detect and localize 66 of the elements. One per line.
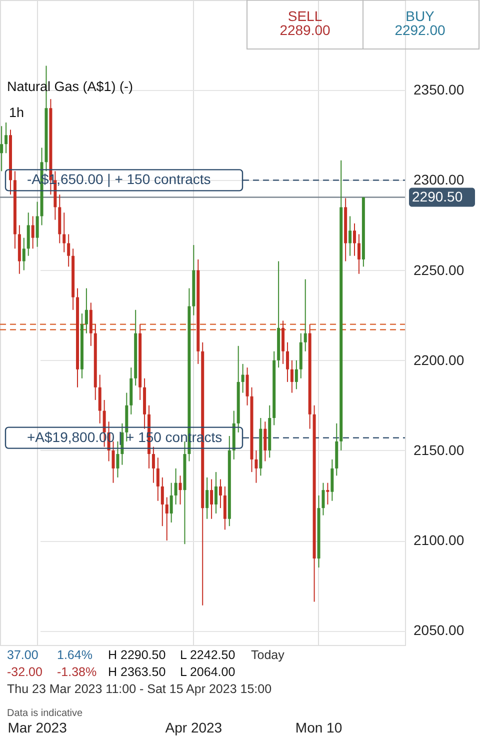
candlestick (218, 478, 222, 509)
annotation: SELL (288, 8, 322, 24)
candlestick (160, 476, 164, 527)
candlestick (22, 237, 26, 271)
candlestick (178, 475, 182, 505)
text: 37.00 (7, 648, 38, 662)
candlestick (322, 482, 325, 516)
x-tick-label: Apr 2023 (165, 720, 222, 736)
candlestick (116, 440, 120, 478)
candlestick (330, 458, 334, 502)
text: 2292.00 (394, 22, 446, 38)
candlestick (152, 446, 155, 484)
ref-line-label: 2290.50 (412, 188, 463, 204)
text: 1h (9, 105, 24, 120)
candlestick (174, 468, 178, 505)
candlestick (241, 363, 244, 394)
y-tick-label: 2050.00 (414, 622, 464, 638)
x-tick-label: Mon 10 (295, 720, 342, 736)
text: H 2363.50 (108, 665, 166, 679)
annotation: 2289.00 (280, 22, 331, 38)
candlestick (290, 360, 294, 394)
candlestick (31, 216, 34, 250)
text: -1.38% (57, 665, 97, 679)
candlestick (62, 212, 66, 253)
candlestick (357, 234, 360, 274)
candlestick (84, 288, 88, 334)
candlestick (214, 472, 218, 514)
candlestick (286, 342, 289, 382)
candlestick (254, 450, 258, 484)
y-tick-label: 2300.00 (414, 172, 464, 188)
candlestick (326, 482, 330, 505)
candlestick (304, 278, 307, 352)
text: Thu 23 Mar 2023 11:00 - Sat 15 Apr 2023 15:00 (7, 682, 272, 696)
y-tick-label: 2350.00 (414, 82, 464, 98)
candlestick (282, 320, 285, 364)
candlestick (0, 126, 4, 172)
candlestick (170, 482, 173, 523)
candlestick (67, 234, 70, 268)
text: 1.64% (57, 648, 92, 662)
y-tick-label: 2100.00 (414, 532, 464, 548)
x-tick-label: Mar 2023 (8, 720, 68, 736)
candlestick (348, 216, 352, 256)
candlestick (353, 222, 356, 256)
candlestick (89, 302, 92, 346)
candlestick (264, 421, 267, 462)
candlestick (246, 367, 249, 406)
candlestick (165, 496, 168, 542)
candlestick (294, 360, 298, 390)
text: L 2064.00 (180, 665, 236, 679)
text: Data is indicative (7, 708, 84, 719)
y-tick-label: 2150.00 (414, 442, 464, 458)
candlestick (223, 486, 226, 530)
text: Today (251, 648, 286, 662)
candlestick (36, 201, 39, 248)
candlestick (4, 122, 8, 154)
text: BUY (406, 8, 436, 24)
candlestick (26, 212, 30, 256)
text: H 2290.50 (108, 648, 166, 662)
candlestick (98, 374, 102, 424)
candlestick (206, 476, 209, 520)
y-tick-label: 2250.00 (414, 262, 464, 278)
text: -32.00 (7, 665, 42, 679)
candlestick (210, 478, 214, 520)
candlestick (156, 457, 160, 502)
y-tick-label: 2200.00 (414, 352, 464, 368)
text: L 2242.50 (180, 648, 236, 662)
